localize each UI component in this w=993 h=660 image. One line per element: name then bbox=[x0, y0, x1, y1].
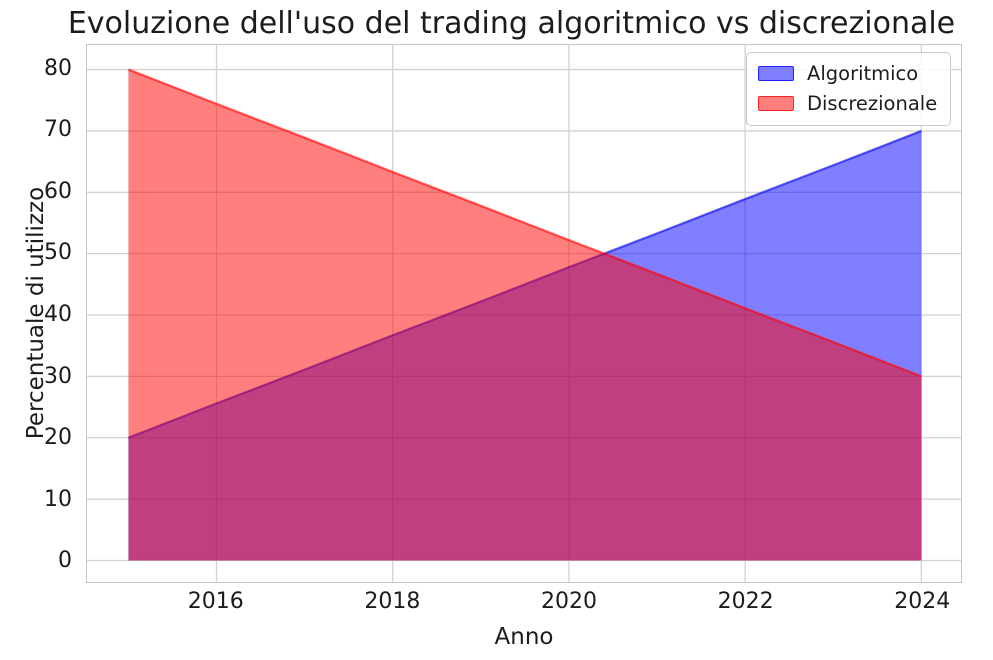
plot-area bbox=[86, 44, 962, 583]
chart-title: Evoluzione dell'uso del trading algoritm… bbox=[67, 6, 956, 41]
x-tick-2024: 2024 bbox=[894, 589, 951, 614]
legend: Algoritmico Discrezionale bbox=[746, 52, 952, 126]
area-chart-canvas bbox=[87, 45, 961, 582]
x-tick-2022: 2022 bbox=[717, 589, 774, 614]
y-tick-70: 70 bbox=[44, 117, 72, 143]
edge-line-discrezionale bbox=[128, 68, 922, 378]
x-axis-label: Anno bbox=[494, 624, 554, 650]
legend-label-discrezionale: Discrezionale bbox=[807, 92, 938, 115]
y-tick-30: 30 bbox=[44, 363, 72, 389]
y-tick-50: 50 bbox=[44, 240, 72, 266]
area-discrezionale bbox=[128, 69, 922, 561]
y-tick-80: 80 bbox=[44, 55, 72, 81]
legend-label-algoritmico: Algoritmico bbox=[807, 62, 919, 85]
legend-swatch-discrezionale bbox=[758, 96, 794, 111]
y-tick-20: 20 bbox=[44, 425, 72, 451]
y-tick-40: 40 bbox=[44, 302, 72, 328]
x-tick-2016: 2016 bbox=[187, 589, 244, 614]
y-tick-10: 10 bbox=[44, 486, 72, 512]
x-tick-2018: 2018 bbox=[364, 589, 421, 614]
legend-item-algoritmico: Algoritmico bbox=[758, 62, 937, 85]
legend-swatch-algoritmico bbox=[758, 66, 794, 81]
y-tick-60: 60 bbox=[44, 178, 72, 204]
y-tick-0: 0 bbox=[58, 548, 72, 574]
legend-item-discrezionale: Discrezionale bbox=[758, 92, 937, 115]
x-tick-2020: 2020 bbox=[541, 589, 598, 614]
